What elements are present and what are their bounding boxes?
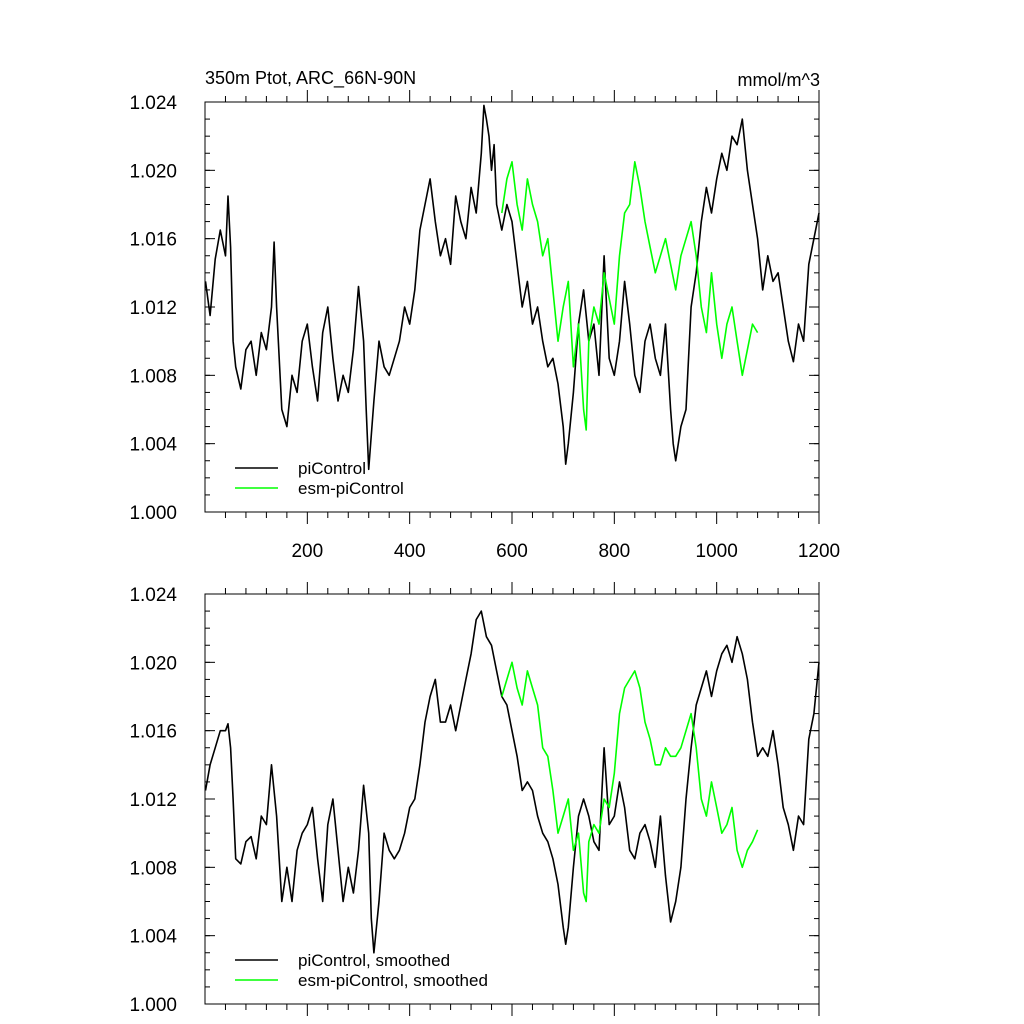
y-tick-label: 1.016 <box>129 230 177 251</box>
y-tick-label: 1.000 <box>129 503 177 524</box>
x-tick-label: 800 <box>598 541 630 562</box>
y-tick-label: 1.008 <box>129 858 177 879</box>
series-line-esm-picontrol <box>501 161 759 431</box>
y-tick-label: 1.016 <box>129 722 177 743</box>
bottom-plot-area: 1.000 1.004 1.008 1.012 1.016 1.020 1.024 piCon… <box>129 582 820 1016</box>
y-tick-label: 1.004 <box>129 435 177 456</box>
legend-label: piControl <box>298 459 366 478</box>
chart-title: 350m Ptot, ARC_66N-90N <box>205 68 416 89</box>
y-tick-label: 1.024 <box>129 585 177 606</box>
legend-label: piControl, smoothed <box>298 951 450 970</box>
series-line-esm-picontrol <box>501 661 759 903</box>
top-plot-area: 1.000 1.004 1.008 1.012 1.016 1.020 1.024 200 40… <box>129 90 840 562</box>
y-tick-label: 1.012 <box>129 298 177 319</box>
x-tick-label: 1200 <box>798 541 840 562</box>
x-tick-label: 1000 <box>696 541 738 562</box>
x-tick-label: 200 <box>291 541 323 562</box>
y-tick-label: 1.024 <box>129 93 177 114</box>
bottom-panel: 1.000 1.004 1.008 1.012 1.016 1.020 1.024 piCon… <box>129 582 820 1016</box>
y-tick-label: 1.008 <box>129 366 177 387</box>
bottom-plot-frame <box>204 593 820 1005</box>
units-label: mmol/m^3 <box>738 70 820 90</box>
top-plot-frame <box>204 101 820 513</box>
x-tick-label: 400 <box>394 541 426 562</box>
series-line-picontrol <box>204 610 820 954</box>
y-tick-label: 1.020 <box>129 161 177 182</box>
y-tick-label: 1.000 <box>129 995 177 1016</box>
top-panel: 350m Ptot, ARC_66N-90N mmol/m^3 1.0001.0… <box>129 68 840 562</box>
series-line-picontrol <box>204 104 820 471</box>
y-tick-label: 1.020 <box>129 653 177 674</box>
y-tick-label: 1.004 <box>129 927 177 948</box>
legend-label: esm-piControl, smoothed <box>298 971 488 990</box>
y-tick-label: 1.012 <box>129 790 177 811</box>
legend-label: esm-piControl <box>298 479 404 498</box>
x-tick-label: 600 <box>496 541 528 562</box>
